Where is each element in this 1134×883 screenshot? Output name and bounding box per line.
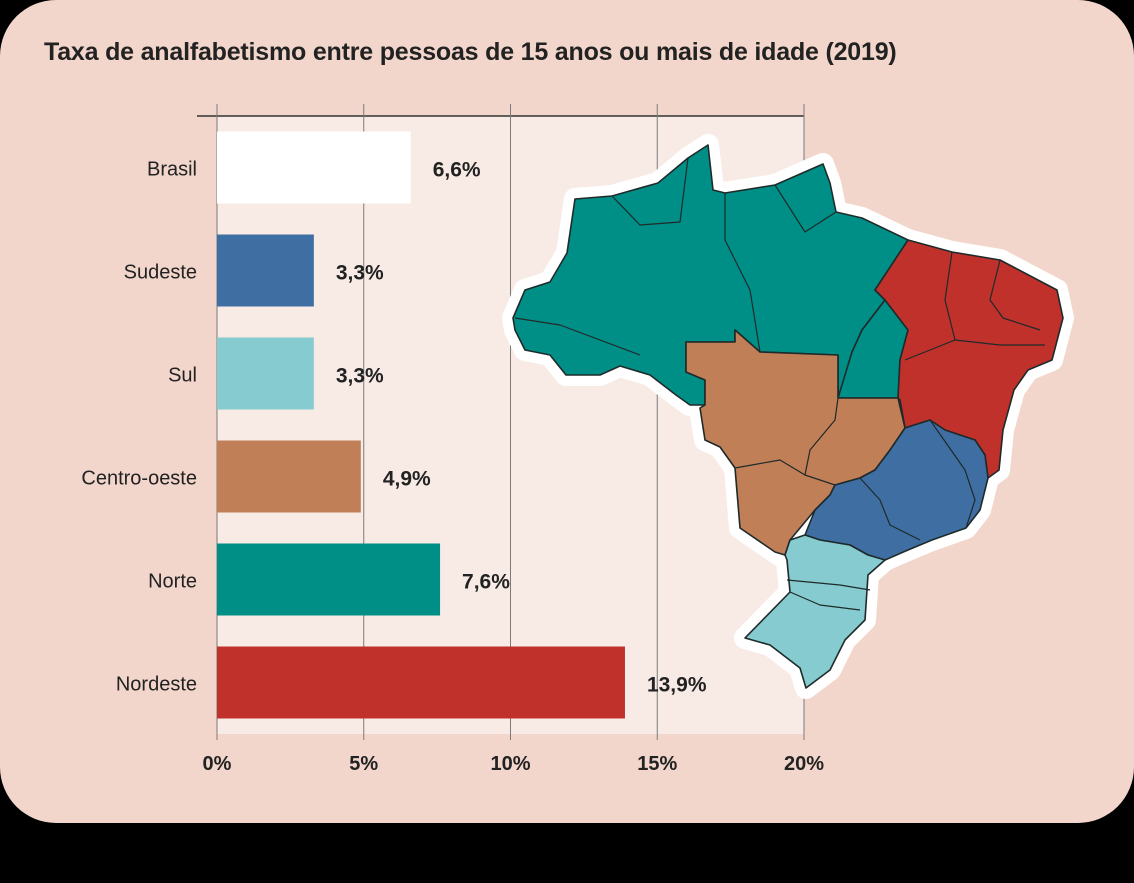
map-region-sul bbox=[744, 534, 886, 689]
category-label: Nordeste bbox=[116, 674, 197, 696]
x-tick-label: 20% bbox=[784, 753, 824, 775]
value-label: 6,6% bbox=[433, 159, 481, 182]
bar-nordeste bbox=[217, 646, 625, 719]
bar-centro-oeste bbox=[217, 440, 361, 513]
category-label: Sul bbox=[168, 365, 197, 387]
x-tick-label: 5% bbox=[349, 753, 378, 775]
bars bbox=[217, 131, 625, 719]
bar-brasil bbox=[217, 131, 411, 204]
bar-sul bbox=[217, 337, 314, 410]
value-label: 3,3% bbox=[336, 262, 384, 285]
category-label: Norte bbox=[148, 571, 197, 593]
x-tick-label: 10% bbox=[490, 753, 530, 775]
x-tick-label: 0% bbox=[203, 753, 232, 775]
brazil-map bbox=[502, 134, 1074, 699]
category-label: Centro-oeste bbox=[81, 468, 197, 490]
category-label: Sudeste bbox=[124, 262, 197, 284]
value-label: 3,3% bbox=[336, 365, 384, 388]
bar-norte bbox=[217, 543, 441, 616]
map-state-borders bbox=[514, 157, 1045, 611]
x-tick-labels: 0% 5% 10% 15% 20% bbox=[203, 753, 825, 775]
value-label: 7,6% bbox=[462, 571, 510, 594]
category-label: Brasil bbox=[147, 159, 197, 181]
value-label: 13,9% bbox=[647, 674, 707, 697]
value-labels: 6,6% 3,3% 3,3% 4,9% 7,6% 13,9% bbox=[336, 159, 707, 697]
chart-title: Taxa de analfabetismo entre pessoas de 1… bbox=[44, 38, 897, 66]
bar-sudeste bbox=[217, 234, 314, 307]
value-label: 4,9% bbox=[383, 468, 431, 491]
category-labels: Brasil Sudeste Sul Centro-oeste Norte Nordest… bbox=[81, 159, 197, 696]
x-tick-label: 15% bbox=[637, 753, 677, 775]
